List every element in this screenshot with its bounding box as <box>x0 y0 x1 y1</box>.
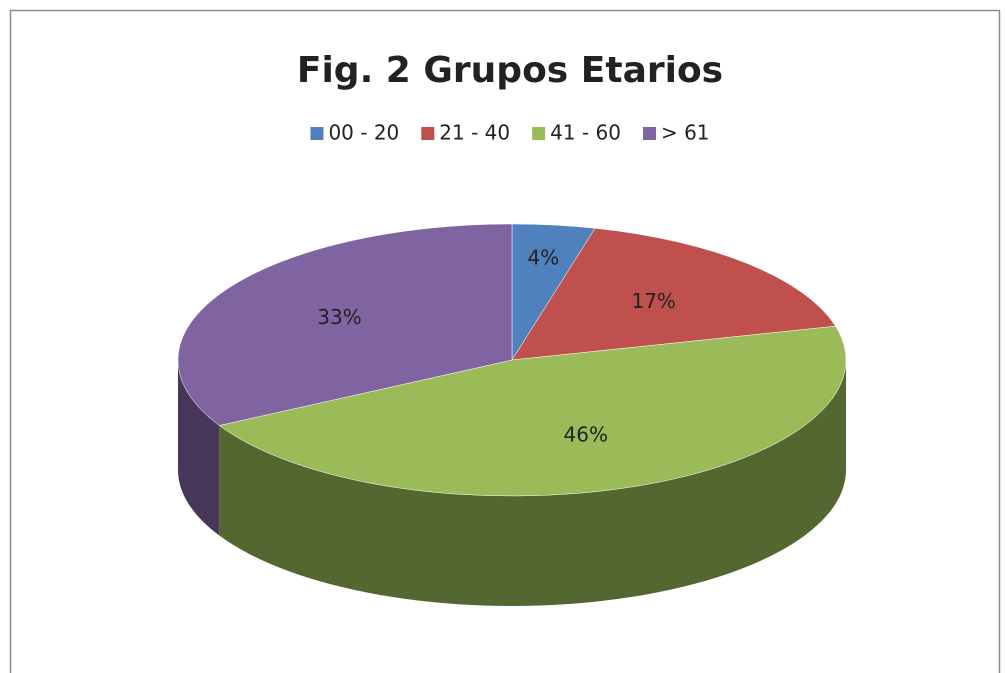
data-label: 33% <box>317 305 361 329</box>
pie-side <box>219 360 846 606</box>
pie-slice <box>177 223 513 426</box>
pie-side <box>178 360 220 536</box>
data-label: 4% <box>528 245 560 269</box>
legend-swatch <box>310 127 324 140</box>
legend: 00 - 20 21 - 40 41 - 60 > 61 <box>310 121 710 145</box>
legend-swatch <box>421 127 435 140</box>
chart-title: Fig. 2 Grupos Etarios <box>297 50 723 91</box>
legend-label: 21 - 40 <box>439 121 510 145</box>
pie-slice <box>218 325 847 497</box>
legend-label: > 61 <box>661 121 710 145</box>
pie: 4% 17% 46% 33% <box>177 223 847 606</box>
legend-swatch <box>532 127 546 140</box>
data-label: 17% <box>631 289 675 313</box>
data-label: 46% <box>564 422 608 446</box>
legend-label: 00 - 20 <box>328 121 399 145</box>
pie-slice <box>511 228 836 361</box>
legend-swatch <box>642 127 656 140</box>
legend-label: 41 - 60 <box>550 121 621 145</box>
